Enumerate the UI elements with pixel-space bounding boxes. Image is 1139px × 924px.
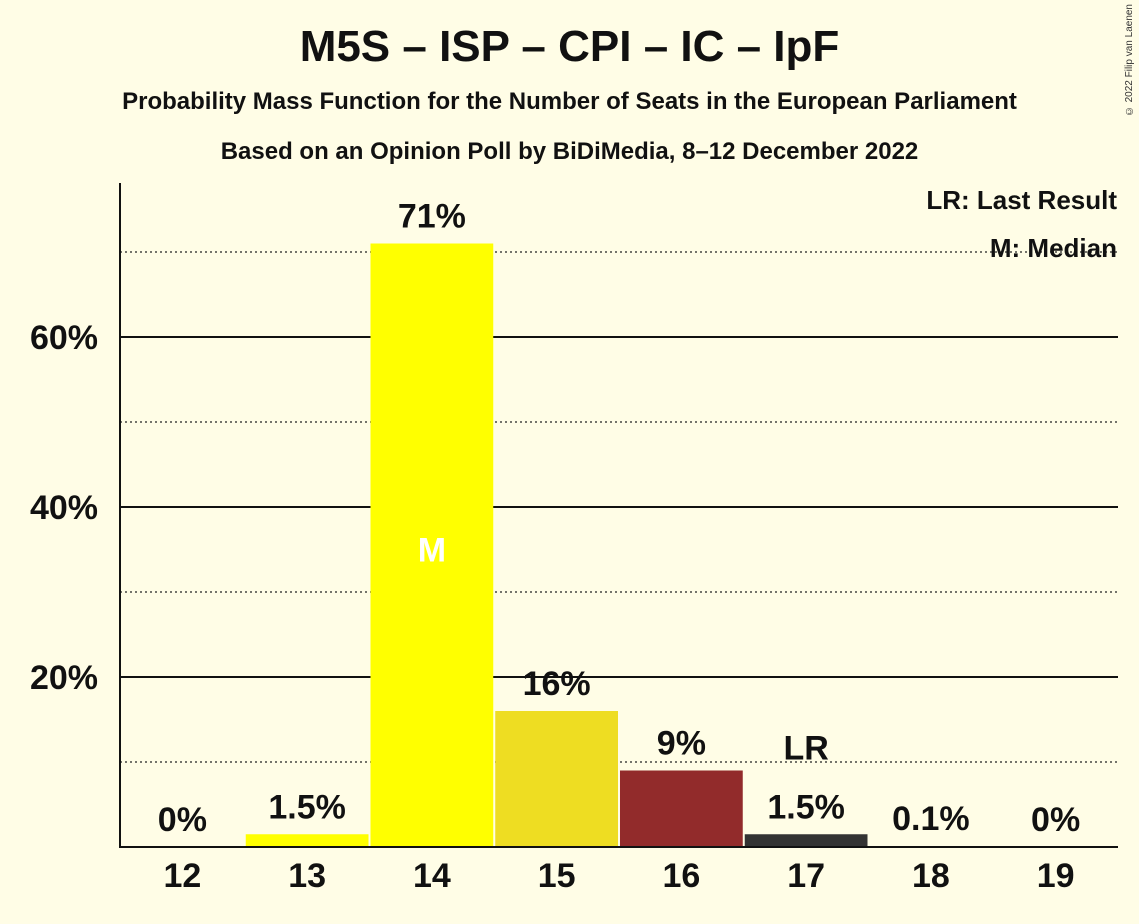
y-tick-label: 40% [30, 489, 98, 527]
last-result-marker: LR [783, 729, 828, 767]
value-label-17: 1.5% [767, 788, 845, 826]
chart-subtitle: Probability Mass Function for the Number… [122, 88, 1017, 115]
x-tick-label-13: 13 [288, 857, 326, 895]
chart-title: M5S – ISP – CPI – IC – IpF [299, 22, 840, 71]
x-tick-label-12: 12 [163, 857, 201, 895]
value-label-19: 0% [1031, 801, 1080, 839]
x-tick-label-14: 14 [413, 857, 451, 895]
value-label-14: 71% [398, 198, 466, 236]
legend-last-result: LR: Last Result [926, 185, 1117, 215]
value-label-18: 0.1% [892, 800, 970, 838]
bar-13 [245, 834, 369, 847]
bar-14 [370, 243, 494, 847]
x-tick-label-19: 19 [1037, 857, 1075, 895]
value-label-16: 9% [657, 725, 706, 763]
chart-subtitle-poll: Based on an Opinion Poll by BiDiMedia, 8… [220, 138, 919, 165]
legend-median: M: Median [989, 233, 1117, 263]
value-label-12: 0% [158, 801, 207, 839]
x-tick-label-15: 15 [538, 857, 576, 895]
x-tick-label-16: 16 [662, 857, 700, 895]
y-tick-label: 60% [30, 319, 98, 357]
value-label-13: 1.5% [268, 788, 346, 826]
x-tick-label-17: 17 [787, 857, 825, 895]
bar-15 [495, 711, 618, 847]
bar-16 [620, 770, 743, 847]
value-label-15: 16% [523, 665, 591, 703]
x-tick-label-18: 18 [912, 857, 950, 895]
bar-17 [744, 834, 868, 847]
median-marker: M [418, 532, 446, 570]
y-tick-label: 20% [30, 659, 98, 697]
